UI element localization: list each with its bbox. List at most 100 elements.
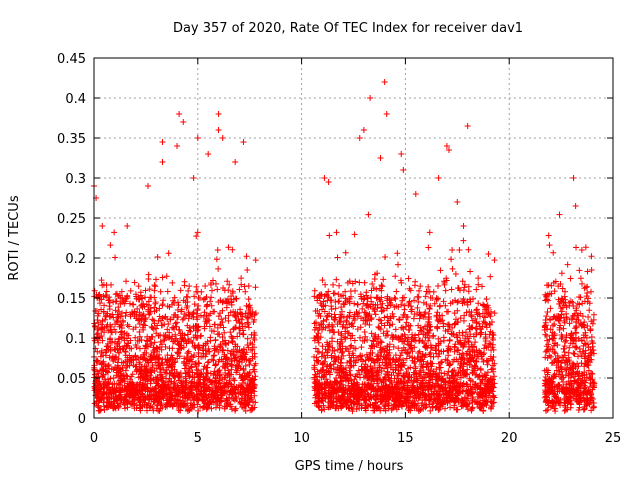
data-point bbox=[578, 247, 585, 253]
data-point bbox=[311, 293, 318, 300]
data-point bbox=[153, 388, 160, 395]
data-point bbox=[206, 323, 213, 330]
data-point bbox=[172, 381, 179, 388]
data-point bbox=[211, 347, 218, 354]
data-point bbox=[245, 324, 252, 331]
data-point bbox=[338, 355, 345, 362]
data-point bbox=[162, 343, 169, 350]
data-point bbox=[325, 179, 332, 185]
data-point bbox=[395, 261, 402, 268]
data-point bbox=[103, 293, 110, 300]
data-point bbox=[194, 316, 201, 323]
data-point bbox=[113, 290, 120, 297]
data-point bbox=[406, 326, 413, 333]
data-point bbox=[241, 283, 248, 290]
data-point bbox=[121, 376, 128, 383]
data-point bbox=[195, 302, 202, 309]
data-point bbox=[112, 353, 119, 360]
data-point bbox=[435, 175, 442, 181]
data-point bbox=[124, 383, 131, 390]
data-point bbox=[210, 352, 217, 359]
data-point bbox=[103, 323, 110, 330]
data-point bbox=[94, 358, 101, 365]
data-point bbox=[116, 335, 123, 342]
data-point bbox=[232, 341, 239, 348]
data-point bbox=[410, 315, 417, 322]
data-point bbox=[475, 275, 482, 282]
data-point bbox=[208, 327, 215, 334]
data-point bbox=[545, 232, 552, 239]
data-point bbox=[219, 307, 226, 314]
data-point bbox=[212, 371, 219, 378]
data-point bbox=[347, 363, 354, 370]
data-point bbox=[466, 358, 473, 365]
data-point bbox=[200, 379, 207, 386]
data-point bbox=[241, 404, 248, 411]
data-point bbox=[118, 359, 125, 366]
data-point bbox=[249, 387, 256, 394]
data-point bbox=[229, 362, 236, 369]
data-point bbox=[128, 345, 135, 352]
data-point bbox=[490, 346, 497, 353]
data-point bbox=[222, 315, 229, 322]
data-point bbox=[127, 287, 134, 294]
data-point bbox=[415, 331, 422, 338]
data-point bbox=[153, 396, 160, 403]
data-point bbox=[119, 310, 126, 317]
data-point bbox=[491, 257, 498, 264]
data-point bbox=[326, 232, 333, 239]
data-point bbox=[252, 360, 259, 367]
data-point bbox=[190, 310, 197, 317]
data-point bbox=[133, 388, 140, 395]
data-point bbox=[576, 301, 583, 308]
data-point bbox=[246, 370, 253, 377]
data-point bbox=[230, 396, 237, 403]
data-point bbox=[230, 351, 237, 358]
data-point bbox=[377, 155, 384, 161]
data-point bbox=[383, 111, 390, 117]
data-point bbox=[122, 348, 129, 355]
data-point bbox=[193, 233, 200, 240]
data-point bbox=[185, 365, 192, 372]
data-point bbox=[152, 325, 159, 332]
data-point bbox=[431, 300, 438, 307]
data-point bbox=[225, 367, 232, 374]
data-point bbox=[124, 354, 131, 361]
data-point bbox=[204, 377, 211, 384]
data-point bbox=[237, 306, 244, 313]
data-point bbox=[232, 354, 239, 361]
data-point bbox=[138, 375, 145, 382]
data-point bbox=[578, 360, 585, 367]
data-point bbox=[154, 402, 161, 409]
data-point bbox=[242, 391, 249, 398]
data-point bbox=[243, 349, 250, 356]
data-point bbox=[148, 354, 155, 361]
data-point bbox=[252, 399, 259, 406]
data-point bbox=[360, 300, 367, 307]
data-point bbox=[177, 346, 184, 353]
data-point bbox=[111, 326, 118, 333]
data-point bbox=[96, 300, 103, 307]
data-point bbox=[244, 394, 251, 401]
data-point bbox=[110, 374, 117, 381]
data-point bbox=[123, 278, 130, 285]
data-point bbox=[155, 318, 162, 325]
data-point bbox=[573, 244, 580, 251]
data-point bbox=[145, 298, 152, 305]
data-point bbox=[236, 286, 243, 293]
data-point bbox=[228, 334, 235, 341]
data-point bbox=[185, 312, 192, 319]
data-point bbox=[234, 333, 241, 340]
data-point bbox=[161, 381, 168, 388]
data-point bbox=[164, 326, 171, 333]
data-point bbox=[142, 287, 149, 294]
data-point bbox=[204, 359, 211, 366]
data-point bbox=[185, 406, 192, 413]
data-point bbox=[140, 326, 147, 333]
data-point bbox=[126, 300, 133, 307]
data-point bbox=[246, 376, 253, 383]
data-point bbox=[188, 391, 195, 398]
data-point bbox=[135, 355, 142, 362]
data-point bbox=[212, 337, 219, 344]
data-point bbox=[158, 346, 165, 353]
